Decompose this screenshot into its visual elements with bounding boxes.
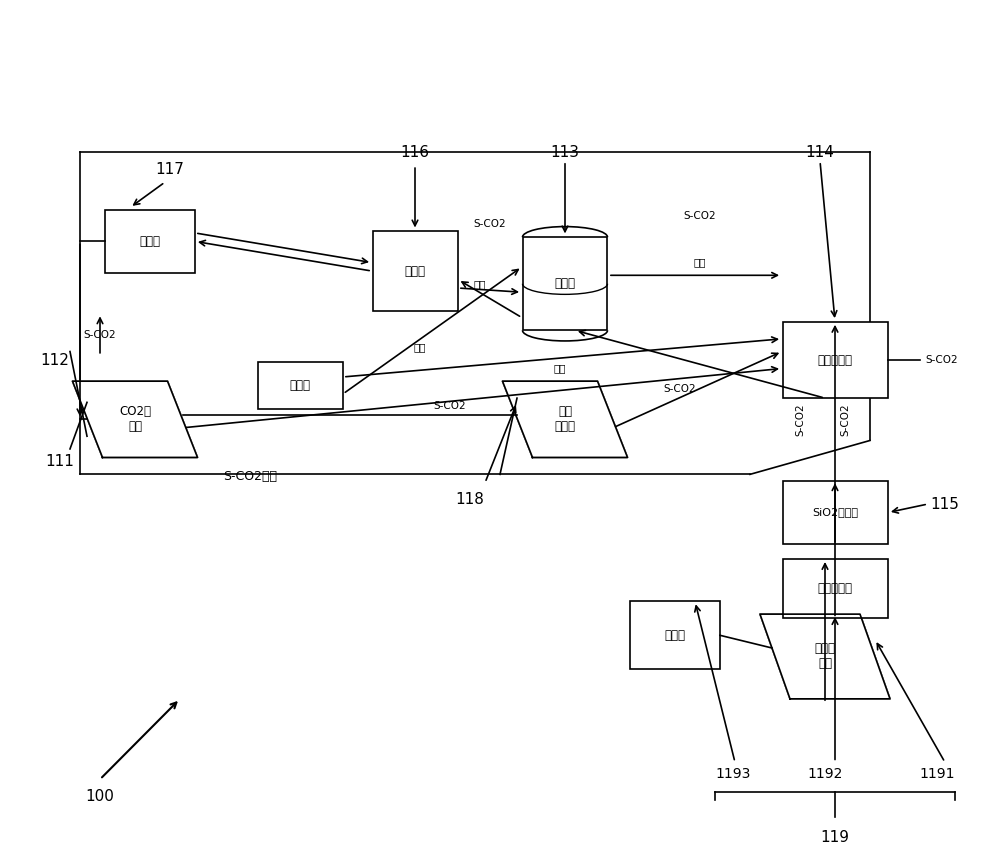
Text: 第二气
轮机: 第二气 轮机 xyxy=(814,643,836,671)
Text: S-CO2: S-CO2 xyxy=(474,220,506,229)
Text: S-CO2: S-CO2 xyxy=(840,403,850,436)
Text: 发电机: 发电机 xyxy=(664,629,686,642)
Text: 111: 111 xyxy=(45,454,74,469)
Text: 回热器: 回热器 xyxy=(404,265,426,278)
Text: S-CO2: S-CO2 xyxy=(664,384,696,394)
Text: 集热器: 集热器 xyxy=(554,278,576,290)
Text: 熔盐: 熔盐 xyxy=(474,278,486,289)
Text: 熔盐罐: 熔盐罐 xyxy=(290,379,310,392)
Text: S-CO2乏气: S-CO2乏气 xyxy=(223,469,277,483)
FancyBboxPatch shape xyxy=(105,210,195,273)
Text: 100: 100 xyxy=(85,789,114,804)
Text: 熔盐: 熔盐 xyxy=(554,363,566,374)
Text: 第二换热器: 第二换热器 xyxy=(818,582,852,595)
Text: 113: 113 xyxy=(550,145,580,160)
Polygon shape xyxy=(760,614,890,699)
Text: S-CO2: S-CO2 xyxy=(684,211,716,221)
FancyBboxPatch shape xyxy=(372,231,458,312)
Text: 117: 117 xyxy=(156,162,184,177)
Polygon shape xyxy=(502,381,628,458)
Text: 118: 118 xyxy=(456,492,484,507)
Text: SiO2存储罐: SiO2存储罐 xyxy=(812,508,858,518)
Text: S-CO2: S-CO2 xyxy=(795,403,805,436)
FancyBboxPatch shape xyxy=(630,601,720,669)
Text: 1193: 1193 xyxy=(715,767,750,780)
Text: 第一换热器: 第一换热器 xyxy=(818,353,852,367)
FancyBboxPatch shape xyxy=(522,237,607,330)
FancyBboxPatch shape xyxy=(782,481,888,544)
FancyBboxPatch shape xyxy=(258,363,342,408)
Text: 112: 112 xyxy=(40,352,69,368)
Polygon shape xyxy=(73,381,198,458)
Text: 1192: 1192 xyxy=(807,767,843,780)
Text: 114: 114 xyxy=(806,145,834,160)
Text: 熔盐: 熔盐 xyxy=(694,257,706,267)
Text: S-CO2: S-CO2 xyxy=(925,355,958,365)
Text: 熔盐: 熔盐 xyxy=(414,342,426,352)
FancyBboxPatch shape xyxy=(782,559,888,618)
Text: 115: 115 xyxy=(930,497,959,511)
Text: 1191: 1191 xyxy=(920,767,955,780)
Text: 第一
气轮机: 第一 气轮机 xyxy=(554,405,576,433)
Text: S-CO2: S-CO2 xyxy=(434,401,466,411)
Text: 119: 119 xyxy=(820,830,850,845)
Text: S-CO2: S-CO2 xyxy=(84,329,116,340)
Text: 冷去器: 冷去器 xyxy=(140,235,160,248)
Text: CO2压
缩机: CO2压 缩机 xyxy=(119,405,151,433)
Text: 116: 116 xyxy=(400,145,430,160)
FancyBboxPatch shape xyxy=(782,322,888,398)
